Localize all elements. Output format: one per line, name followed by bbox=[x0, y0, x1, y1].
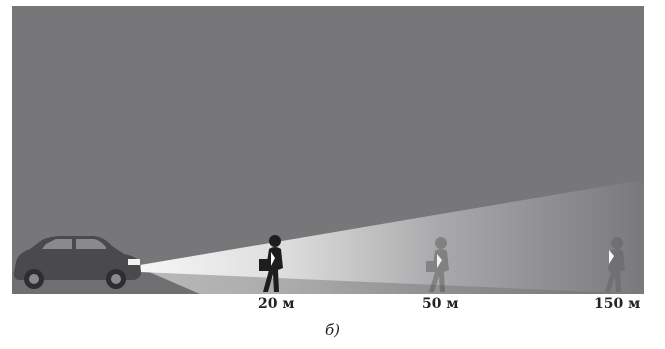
reflector-icon bbox=[271, 252, 275, 266]
distance-label-50m: 50 м bbox=[422, 296, 459, 312]
distance-label-150m: 150 м bbox=[594, 296, 641, 312]
distance-label-20m: 20 м bbox=[258, 296, 295, 312]
pedestrian-icon bbox=[426, 237, 449, 292]
pedestrian-icon bbox=[259, 235, 283, 292]
car-icon bbox=[13, 236, 141, 289]
figure-caption: б) bbox=[324, 321, 340, 339]
reflector-icon bbox=[437, 254, 442, 268]
bag-icon bbox=[259, 259, 270, 271]
night-visibility-scene bbox=[12, 6, 644, 294]
reflector-icon bbox=[609, 250, 614, 264]
